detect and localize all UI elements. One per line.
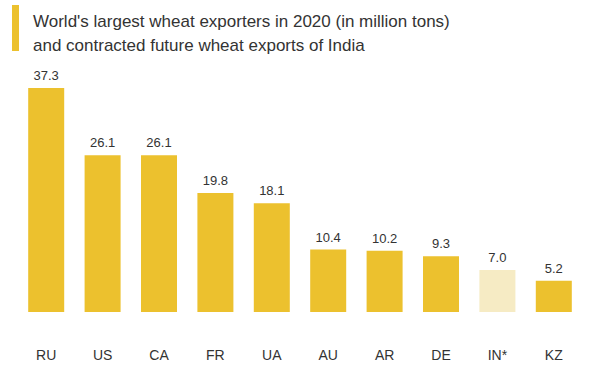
svg-text:19.8: 19.8 (203, 173, 228, 188)
svg-text:26.1: 26.1 (90, 135, 115, 150)
svg-text:26.1: 26.1 (146, 135, 171, 150)
svg-text:US: US (93, 347, 112, 363)
svg-text:9.3: 9.3 (432, 236, 450, 251)
svg-text:10.4: 10.4 (316, 230, 341, 245)
svg-text:and contracted future wheat ex: and contracted future wheat exports of I… (33, 36, 365, 55)
svg-text:5.2: 5.2 (545, 261, 563, 276)
svg-text:RU: RU (36, 347, 56, 363)
svg-text:AR: AR (375, 347, 394, 363)
svg-text:7.0: 7.0 (488, 250, 506, 265)
svg-text:AU: AU (318, 347, 337, 363)
svg-text:KZ: KZ (545, 347, 563, 363)
svg-text:UA: UA (262, 347, 282, 363)
svg-text:IN*: IN* (488, 347, 508, 363)
svg-text:FR: FR (206, 347, 225, 363)
svg-text:DE: DE (431, 347, 450, 363)
svg-text:10.2: 10.2 (372, 231, 397, 246)
svg-text:37.3: 37.3 (34, 68, 59, 83)
svg-text:CA: CA (149, 347, 169, 363)
svg-text:World's largest wheat exporter: World's largest wheat exporters in 2020 … (33, 12, 450, 31)
svg-text:18.1: 18.1 (259, 183, 284, 198)
